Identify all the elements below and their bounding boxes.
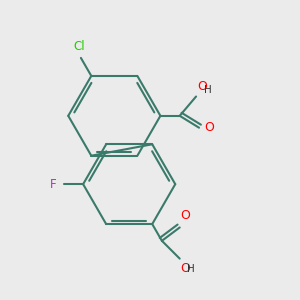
Text: Cl: Cl bbox=[74, 40, 85, 52]
Text: O: O bbox=[204, 121, 214, 134]
Text: O: O bbox=[181, 262, 190, 275]
Text: F: F bbox=[50, 178, 56, 191]
Text: O: O bbox=[198, 80, 207, 93]
Text: H: H bbox=[204, 85, 212, 95]
Text: H: H bbox=[188, 264, 195, 274]
Text: O: O bbox=[181, 209, 190, 222]
